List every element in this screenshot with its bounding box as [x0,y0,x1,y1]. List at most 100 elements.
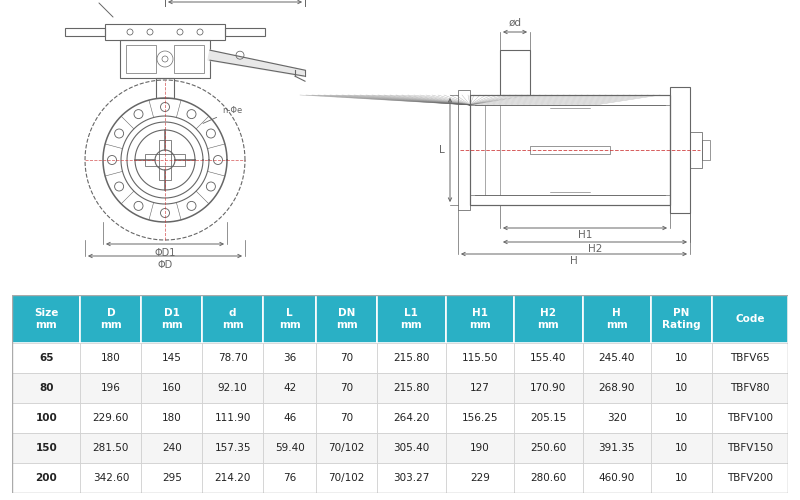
Bar [202,433,263,462]
Text: 196: 196 [101,383,121,393]
Bar [651,295,712,344]
Text: 460.90: 460.90 [598,472,635,482]
Bar [514,373,582,403]
Text: H: H [570,256,578,266]
Text: D1
mm: D1 mm [161,308,182,330]
Bar [651,433,712,462]
Bar [174,45,204,73]
Text: 70/102: 70/102 [329,472,365,482]
Bar [470,95,670,205]
Bar [514,403,582,433]
Text: Code: Code [735,314,765,324]
Text: H1: H1 [578,230,592,240]
Bar [81,373,142,403]
Bar [81,462,142,492]
Text: 303.27: 303.27 [394,472,430,482]
Bar [202,462,263,492]
Bar [12,433,81,462]
Bar [582,433,651,462]
Bar [377,344,446,373]
Bar [582,403,651,433]
Bar [651,344,712,373]
Text: 240: 240 [162,443,182,453]
Polygon shape [208,50,305,76]
Text: 157.35: 157.35 [214,443,251,453]
Text: 229: 229 [470,472,490,482]
Bar [12,295,81,344]
Text: 205.15: 205.15 [530,413,566,423]
Text: 215.80: 215.80 [394,383,430,393]
Text: 70: 70 [340,383,354,393]
Bar [202,344,263,373]
Bar [142,403,202,433]
Text: 180: 180 [101,354,121,364]
Text: 155.40: 155.40 [530,354,566,364]
Text: 281.50: 281.50 [93,443,129,453]
Bar [377,403,446,433]
Bar [316,462,377,492]
Bar [446,433,514,462]
Text: 10: 10 [675,383,688,393]
Bar [377,373,446,403]
Bar [712,433,788,462]
Text: d
mm: d mm [222,308,243,330]
Bar [514,433,582,462]
Bar [377,462,446,492]
Bar [81,403,142,433]
Text: 76: 76 [283,472,296,482]
Text: ΦD: ΦD [158,260,173,270]
Text: 156.25: 156.25 [462,413,498,423]
Bar [263,433,316,462]
Bar [263,403,316,433]
Bar [690,132,702,168]
Bar [530,146,610,154]
Text: 70: 70 [340,413,354,423]
Bar [651,462,712,492]
Text: 70/102: 70/102 [329,443,365,453]
Bar [651,403,712,433]
Text: 342.60: 342.60 [93,472,129,482]
Text: 111.90: 111.90 [214,413,251,423]
Bar [446,373,514,403]
Text: 145: 145 [162,354,182,364]
Text: 42: 42 [283,383,296,393]
Bar [142,462,202,492]
Bar [377,433,446,462]
Bar [316,403,377,433]
Bar [582,373,651,403]
Text: 100: 100 [35,413,57,423]
Text: 250.60: 250.60 [530,443,566,453]
Text: 10: 10 [675,413,688,423]
Text: ΦD1: ΦD1 [154,248,176,258]
Bar [446,462,514,492]
Text: 10: 10 [675,472,688,482]
Text: H
mm: H mm [606,308,628,330]
Text: 214.20: 214.20 [214,472,251,482]
Bar [446,295,514,344]
Bar [712,373,788,403]
Bar [126,45,156,73]
Text: 170.90: 170.90 [530,383,566,393]
Text: 229.60: 229.60 [93,413,129,423]
Text: 70: 70 [340,354,354,364]
Bar [81,295,142,344]
Bar [142,344,202,373]
Bar [316,295,377,344]
Bar [65,28,105,36]
Bar [500,50,530,95]
Bar [12,344,81,373]
Text: 127: 127 [470,383,490,393]
Bar [712,344,788,373]
Bar [651,373,712,403]
Bar [12,462,81,492]
Bar [142,433,202,462]
Bar [263,295,316,344]
Bar [446,403,514,433]
Text: 80: 80 [39,383,54,393]
Text: 115.50: 115.50 [462,354,498,364]
Text: 150: 150 [35,443,57,453]
Bar [202,373,263,403]
Text: L: L [439,145,445,155]
Text: H2
mm: H2 mm [538,308,559,330]
Text: 46: 46 [283,413,296,423]
